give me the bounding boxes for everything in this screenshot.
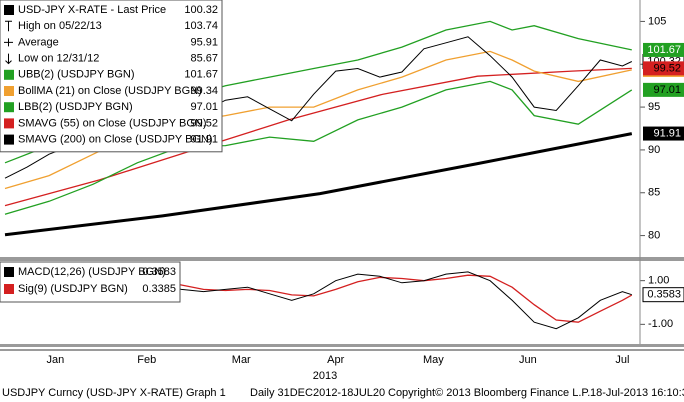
x-tick-label: Apr bbox=[327, 354, 344, 366]
legend-icon bbox=[4, 38, 13, 47]
legend-swatch bbox=[4, 102, 14, 113]
legend-swatch bbox=[4, 5, 14, 15]
legend-label: UBB(2) (USDJPY BGN) bbox=[18, 69, 135, 81]
legend-label: Average bbox=[18, 36, 59, 48]
value-tag bbox=[643, 42, 684, 57]
y-tick-label: 1.00 bbox=[648, 275, 669, 287]
series-line bbox=[4, 80, 633, 215]
x-tick-label: Jun bbox=[519, 354, 537, 366]
legend-label: High on 05/22/13 bbox=[18, 20, 102, 32]
value-tag-label: 97.01 bbox=[653, 84, 681, 96]
value-tag bbox=[643, 82, 684, 97]
legend-value: 0.3385 bbox=[142, 283, 176, 295]
legend-value: 85.67 bbox=[190, 53, 218, 65]
value-tag-label: 99.52 bbox=[653, 62, 681, 74]
legend-label: SMAVG (55) on Close (USDJPY BGN) bbox=[18, 117, 206, 129]
x-tick-label: May bbox=[423, 354, 444, 366]
legend-box bbox=[0, 0, 223, 153]
legend-value: 99.52 bbox=[190, 117, 218, 129]
legend-value: 101.67 bbox=[184, 69, 218, 81]
y-tick-label: 95 bbox=[648, 101, 660, 113]
footer-text: USDJPY Curncy (USD-JPY X-RATE) Graph 1 bbox=[2, 387, 226, 399]
legend-label: MACD(12,26) (USDJPY BGN) bbox=[18, 266, 166, 278]
panel-divider bbox=[0, 344, 684, 347]
value-tag-label: 101.67 bbox=[647, 44, 681, 56]
legend-swatch bbox=[4, 284, 14, 294]
panel-divider bbox=[0, 349, 684, 351]
footer-text: Daily 31DEC2012-18JUL20 bbox=[250, 387, 385, 399]
value-tag bbox=[642, 287, 684, 303]
legend-icon bbox=[5, 20, 12, 32]
x-tick-label: Feb bbox=[137, 354, 156, 366]
legend-swatch bbox=[4, 118, 14, 129]
legend-label: BollMA (21) on Close (USDJPY BGN) bbox=[18, 85, 202, 97]
series-line bbox=[4, 67, 632, 207]
x-tick-label: Jan bbox=[47, 354, 65, 366]
value-tag-label: 91.91 bbox=[653, 127, 681, 139]
y-tick-label: 105 bbox=[648, 15, 666, 27]
footer-text: 18-Jul-2013 16:10:30 bbox=[590, 387, 684, 399]
legend-icon bbox=[5, 53, 12, 65]
y-tick-label: 90 bbox=[648, 144, 660, 156]
legend-box bbox=[0, 261, 181, 303]
legend-swatch bbox=[4, 69, 14, 80]
legend-label: Low on 12/31/12 bbox=[18, 53, 99, 65]
value-tag bbox=[643, 61, 684, 76]
legend-swatch bbox=[4, 134, 14, 145]
legend-value: 0.3583 bbox=[142, 266, 176, 278]
legend-value: 99.34 bbox=[190, 85, 218, 97]
legend-value: 91.91 bbox=[190, 134, 218, 146]
legend-swatch bbox=[4, 267, 14, 277]
x-tick-label: Jul bbox=[615, 354, 629, 366]
legend-value: 97.01 bbox=[190, 101, 218, 113]
y-tick-label: -1.00 bbox=[648, 318, 673, 330]
panel-divider bbox=[0, 257, 684, 261]
value-tag-label: 0.3583 bbox=[647, 289, 681, 301]
y-tick-label: 80 bbox=[648, 229, 660, 241]
legend-value: 95.91 bbox=[190, 36, 218, 48]
legend-swatch bbox=[4, 86, 14, 96]
footer-text: Copyright© 2013 Bloomberg Finance L.P. bbox=[388, 387, 590, 399]
overlay: 100.32 101.67 99.34 97.01 99.52 91.91 0.3583 US… bbox=[0, 0, 684, 303]
legend-label: USD-JPY X-RATE - Last Price bbox=[18, 4, 166, 16]
x-tick-label: Mar bbox=[232, 354, 251, 366]
legend-label: Sig(9) (USDJPY BGN) bbox=[18, 283, 128, 295]
legend-value: 100.32 bbox=[184, 4, 218, 16]
series-line bbox=[4, 132, 633, 237]
legend-value: 103.74 bbox=[184, 20, 218, 32]
legend-label: LBB(2) (USDJPY BGN) bbox=[18, 101, 133, 113]
x-year-label: 2013 bbox=[313, 370, 337, 382]
value-tag bbox=[643, 126, 684, 141]
y-tick-label: 85 bbox=[648, 187, 660, 199]
legend-label: SMAVG (200) on Close (USDJPY BGN) bbox=[18, 134, 213, 146]
